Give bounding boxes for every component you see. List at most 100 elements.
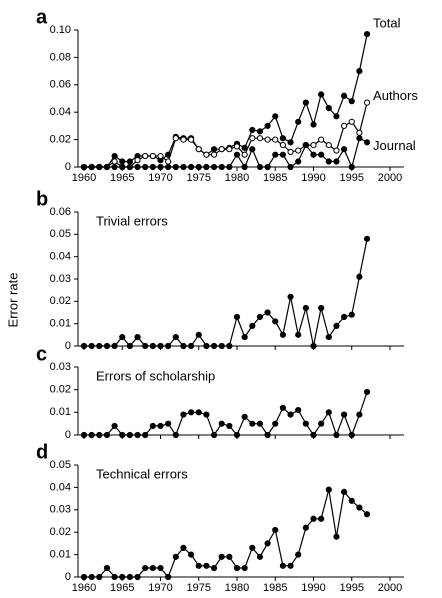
data-point: [348, 497, 355, 504]
data-point: [126, 342, 133, 350]
data-point: [310, 431, 317, 439]
data-point: [287, 562, 294, 569]
data-point: [210, 564, 218, 572]
series-line: [84, 489, 368, 579]
data-point: [233, 564, 241, 572]
x-tick-label: 1985: [263, 172, 287, 184]
data-point: [295, 118, 302, 125]
panel-letter: d: [36, 441, 48, 463]
data-point: [264, 540, 271, 547]
data-point: [302, 99, 309, 106]
data-point: [80, 163, 88, 171]
y-tick-label: 0.05: [50, 459, 71, 471]
data-point: [103, 342, 111, 350]
data-point: [111, 158, 118, 165]
data-point: [233, 151, 241, 158]
series-line: [84, 33, 368, 168]
data-point: [363, 511, 371, 518]
data-point: [96, 342, 103, 350]
data-point: [264, 136, 271, 143]
data-point: [172, 553, 179, 560]
data-point: [310, 151, 317, 158]
data-point: [172, 163, 179, 171]
data-point: [249, 544, 256, 551]
data-point: [318, 136, 325, 143]
data-point: [218, 553, 225, 560]
data-point: [333, 113, 340, 120]
data-point: [233, 143, 241, 150]
panel-title: Trivial errors: [96, 213, 168, 228]
data-point: [264, 122, 271, 130]
data-point: [88, 573, 95, 581]
data-point: [356, 135, 363, 142]
data-point: [256, 128, 264, 135]
data-point: [80, 431, 88, 439]
data-point: [180, 342, 187, 350]
data-point: [119, 573, 126, 581]
data-point: [310, 141, 317, 149]
data-point: [142, 431, 149, 439]
x-tick-label: 1965: [110, 582, 134, 594]
data-point: [363, 235, 371, 242]
data-point: [333, 322, 340, 329]
data-point: [80, 573, 88, 581]
y-tick-label: 0.04: [50, 251, 71, 263]
data-point: [287, 163, 294, 171]
data-point: [157, 152, 164, 160]
data-point: [356, 273, 363, 280]
data-point: [295, 331, 302, 338]
data-point: [302, 141, 309, 149]
data-point: [111, 422, 118, 430]
data-point: [103, 163, 111, 171]
data-point: [233, 431, 241, 439]
data-point: [126, 158, 133, 165]
data-point: [318, 304, 325, 312]
data-point: [226, 163, 233, 171]
data-point: [126, 431, 133, 439]
y-tick-label: 0.06: [50, 206, 71, 218]
data-point: [226, 553, 233, 560]
x-tick-label: 2000: [378, 172, 402, 184]
data-point: [333, 533, 340, 540]
data-point: [318, 420, 325, 427]
data-point: [180, 136, 187, 143]
data-point: [149, 564, 156, 572]
series-line: [84, 391, 368, 437]
data-point: [218, 420, 225, 427]
data-point: [256, 553, 264, 560]
y-axis-label: Error rate: [5, 273, 20, 328]
data-point: [195, 146, 202, 153]
data-point: [333, 158, 340, 165]
data-point: [103, 431, 111, 439]
data-point: [119, 431, 126, 439]
x-tick-label: 1990: [301, 172, 325, 184]
data-point: [279, 151, 286, 158]
panel-letter: a: [36, 6, 48, 28]
data-point: [348, 311, 355, 318]
data-point: [157, 163, 164, 171]
y-tick-label: 0.10: [50, 24, 71, 36]
data-point: [195, 163, 202, 171]
data-point: [341, 92, 348, 99]
data-point: [341, 146, 348, 153]
data-point: [111, 163, 118, 171]
panel-letter: c: [36, 343, 47, 365]
data-point: [325, 141, 332, 149]
x-tick-label: 1970: [148, 172, 172, 184]
y-tick-label: 0: [65, 340, 71, 352]
x-tick-label: 1980: [225, 172, 249, 184]
x-tick-label: 1985: [263, 582, 287, 594]
data-point: [210, 151, 218, 158]
data-point: [149, 342, 156, 350]
data-point: [310, 121, 317, 128]
y-tick-label: 0.01: [50, 406, 71, 418]
data-point: [180, 544, 187, 551]
data-point: [249, 146, 256, 153]
y-tick-label: 0: [65, 161, 71, 173]
x-tick-label: 1970: [148, 582, 172, 594]
data-point: [203, 562, 210, 569]
data-point: [134, 573, 141, 581]
data-point: [363, 99, 371, 106]
data-point: [188, 136, 195, 143]
data-point: [272, 318, 279, 325]
